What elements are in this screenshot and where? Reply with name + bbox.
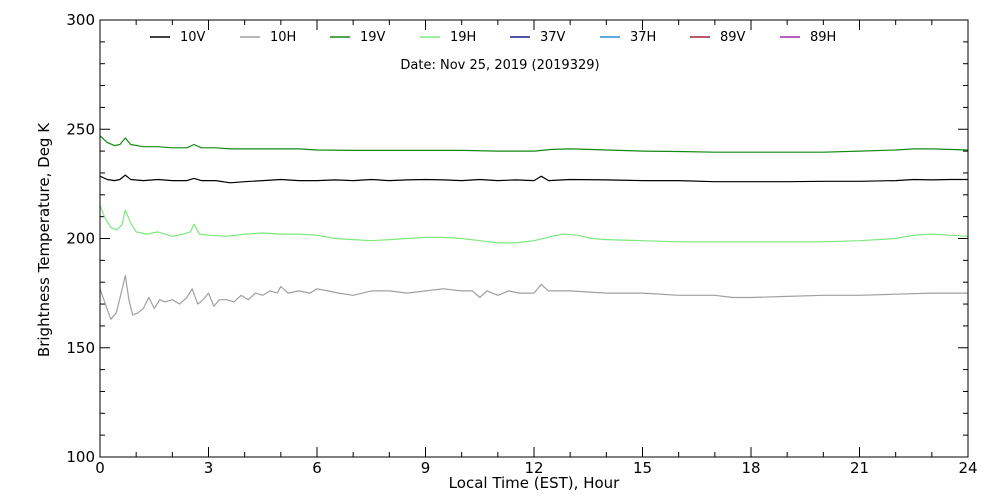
x-axis-ticks: 0 3 6 9 12 15 18 21 24 — [95, 20, 978, 477]
legend-label-10v: 10V — [180, 30, 206, 45]
legend-label-19h: 19H — [450, 30, 476, 45]
x-tick-label: 15 — [633, 459, 652, 477]
y-axis-label: Brightness Temperature, Deg K — [35, 122, 53, 357]
legend-label-37v: 37V — [540, 30, 566, 45]
chart-subtitle: Date: Nov 25, 2019 (2019329) — [400, 58, 599, 73]
series-line-10h — [99, 275, 968, 320]
series-line-10v — [99, 174, 968, 184]
x-tick-label: 0 — [95, 459, 105, 477]
x-tick-label: 24 — [958, 459, 977, 477]
series-line-19h — [99, 205, 969, 244]
y-tick-label: 250 — [66, 120, 95, 138]
series-line-19v — [99, 135, 969, 153]
legend-label-89v: 89V — [720, 30, 746, 45]
legend-label-10h: 10H — [270, 30, 296, 45]
plot-frame — [99, 19, 969, 458]
legend-label-37h: 37H — [630, 30, 656, 45]
y-tick-label: 200 — [66, 230, 95, 248]
x-tick-label: 6 — [312, 459, 322, 477]
x-tick-label: 12 — [524, 459, 543, 477]
x-tick-label: 21 — [850, 459, 869, 477]
y-tick-label: 100 — [66, 448, 95, 466]
series-lines — [99, 135, 969, 320]
legend-label-89h: 89H — [810, 30, 836, 45]
y-tick-label: 150 — [66, 339, 95, 357]
y-tick-label: 300 — [66, 11, 95, 29]
legend-label-19v: 19V — [360, 30, 386, 45]
x-axis-label: Local Time (EST), Hour — [449, 474, 620, 492]
x-tick-label: 9 — [421, 459, 431, 477]
legend: 10V 10H 19V 19H 37V 37H 89V 89H — [150, 30, 836, 45]
y-axis-ticks: 100 150 200 250 300 — [66, 11, 968, 466]
x-tick-label: 3 — [204, 459, 214, 477]
x-tick-label: 18 — [741, 459, 760, 477]
